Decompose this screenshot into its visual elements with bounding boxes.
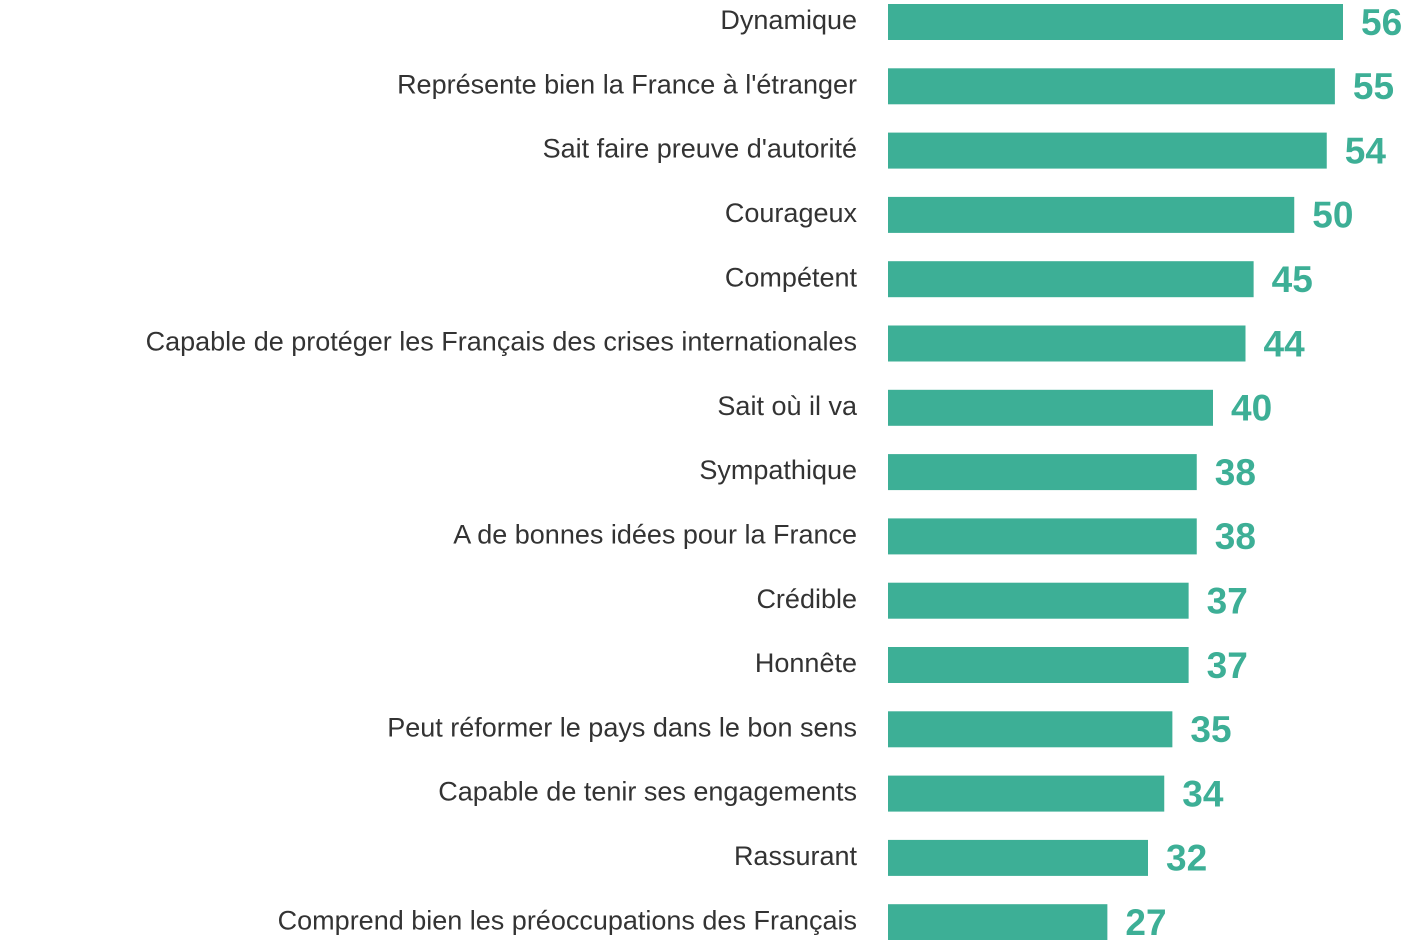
value-label: 54 <box>1345 130 1387 171</box>
category-label: Comprend bien les préoccupations des Fra… <box>278 905 857 935</box>
value-label: 40 <box>1231 388 1272 429</box>
value-label: 35 <box>1190 709 1231 750</box>
value-label: 32 <box>1166 838 1207 879</box>
category-label: Rassurant <box>734 841 858 871</box>
bar <box>888 647 1189 683</box>
category-label: Courageux <box>725 198 858 228</box>
bar <box>888 518 1197 555</box>
category-label: Honnête <box>755 648 857 678</box>
value-label: 27 <box>1125 902 1166 940</box>
category-label: Sympathique <box>699 455 857 485</box>
bar <box>888 775 1165 812</box>
category-label: Sait faire preuve d'autorité <box>543 134 857 164</box>
category-label: Représente bien la France à l'étranger <box>397 69 857 99</box>
category-label: Crédible <box>756 584 857 614</box>
category-label: Capable de protéger les Français des cri… <box>146 327 857 357</box>
category-label: Capable de tenir ses engagements <box>438 777 857 807</box>
category-label: Compétent <box>725 262 858 292</box>
value-label: 55 <box>1353 66 1394 107</box>
value-label: 38 <box>1215 452 1256 493</box>
bar <box>888 904 1108 940</box>
bar <box>888 839 1148 876</box>
category-label: Sait où il va <box>717 391 858 421</box>
category-label: Peut réformer le pays dans le bon sens <box>387 712 857 742</box>
bar <box>888 132 1327 169</box>
value-label: 44 <box>1264 323 1306 364</box>
bar <box>888 68 1335 105</box>
bar <box>888 389 1213 426</box>
category-label: A de bonnes idées pour la France <box>453 520 857 550</box>
value-label: 38 <box>1215 516 1256 557</box>
value-label: 37 <box>1207 645 1248 686</box>
bar <box>888 261 1254 298</box>
bar <box>888 325 1246 362</box>
bar <box>888 582 1189 619</box>
category-label: Dynamique <box>720 5 857 35</box>
bar <box>888 454 1197 491</box>
bar <box>888 4 1343 40</box>
bar <box>888 711 1173 748</box>
value-label: 37 <box>1207 580 1248 621</box>
value-label: 45 <box>1272 259 1313 300</box>
value-label: 34 <box>1182 773 1224 814</box>
value-label: 56 <box>1361 2 1402 43</box>
value-label: 50 <box>1312 195 1353 236</box>
bar <box>888 196 1295 233</box>
